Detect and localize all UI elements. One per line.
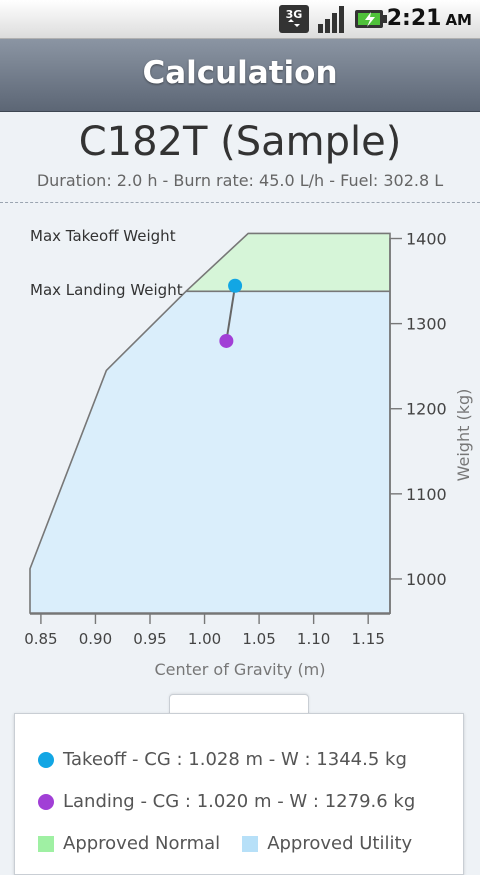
y-tick-label: 1000 [406, 570, 447, 589]
legend-landing: Landing - CG : 1.020 m - W : 1279.6 kg [38, 791, 415, 812]
x-axis: 0.85 0.90 0.95 1.00 1.05 1.10 1.15 [24, 613, 390, 648]
page-title: Calculation [142, 55, 338, 91]
signal-strength-icon [318, 6, 344, 33]
x-tick-label: 1.10 [297, 630, 330, 648]
x-tick-label: 0.90 [79, 630, 112, 648]
takeoff-marker-icon [38, 751, 54, 768]
approved-utility-region [30, 233, 390, 613]
max-landing-weight-label: Max Landing Weight [30, 281, 183, 299]
y-tick-label: 1300 [406, 315, 447, 334]
chart-plot [29, 232, 391, 614]
network-3g-icon: 3G [279, 5, 309, 33]
svg-text:3G: 3G [286, 8, 303, 21]
x-tick-label: 0.85 [24, 630, 57, 648]
battery-charging-icon [355, 10, 387, 28]
aircraft-name: C182T (Sample) [78, 119, 402, 165]
landing-marker-icon [38, 793, 54, 810]
cg-track-line [225, 285, 237, 342]
divider [0, 202, 480, 203]
approved-normal-swatch-icon [38, 835, 54, 852]
status-bar: 3G 2:21 AM [0, 0, 480, 39]
x-tick-label: 0.95 [133, 630, 166, 648]
x-tick-label: 1.05 [242, 630, 275, 648]
legend-panel [14, 713, 464, 875]
y-tick-label: 1200 [406, 400, 447, 419]
x-axis-label: Center of Gravity (m) [154, 660, 325, 679]
clock: 2:21 AM [386, 6, 472, 31]
approved-utility-swatch-icon [242, 835, 259, 852]
approved-normal-region [186, 233, 390, 292]
landing-point [219, 333, 234, 348]
x-tick-label: 1.00 [188, 630, 221, 648]
takeoff-point [228, 278, 243, 293]
y-axis-label: Weight (kg) [454, 389, 473, 482]
y-tick-label: 1400 [406, 230, 447, 249]
y-tick-label: 1100 [406, 485, 447, 504]
max-takeoff-weight-label: Max Takeoff Weight [30, 227, 176, 245]
cg-envelope-chart: 0.85 0.90 0.95 1.00 1.05 1.10 1.15 1000 1100 120… [24, 227, 473, 679]
x-tick-label: 1.15 [351, 630, 384, 648]
legend-takeoff: Takeoff - CG : 1.028 m - W : 1344.5 kg [38, 749, 407, 770]
title-bar: Calculation [0, 39, 480, 112]
y-axis: 1000 1100 1200 1300 1400 [389, 230, 447, 614]
legend-categories: Approved Normal Approved Utility [38, 833, 412, 854]
flight-summary: Duration: 2.0 h - Burn rate: 45.0 L/h - … [36, 171, 444, 190]
